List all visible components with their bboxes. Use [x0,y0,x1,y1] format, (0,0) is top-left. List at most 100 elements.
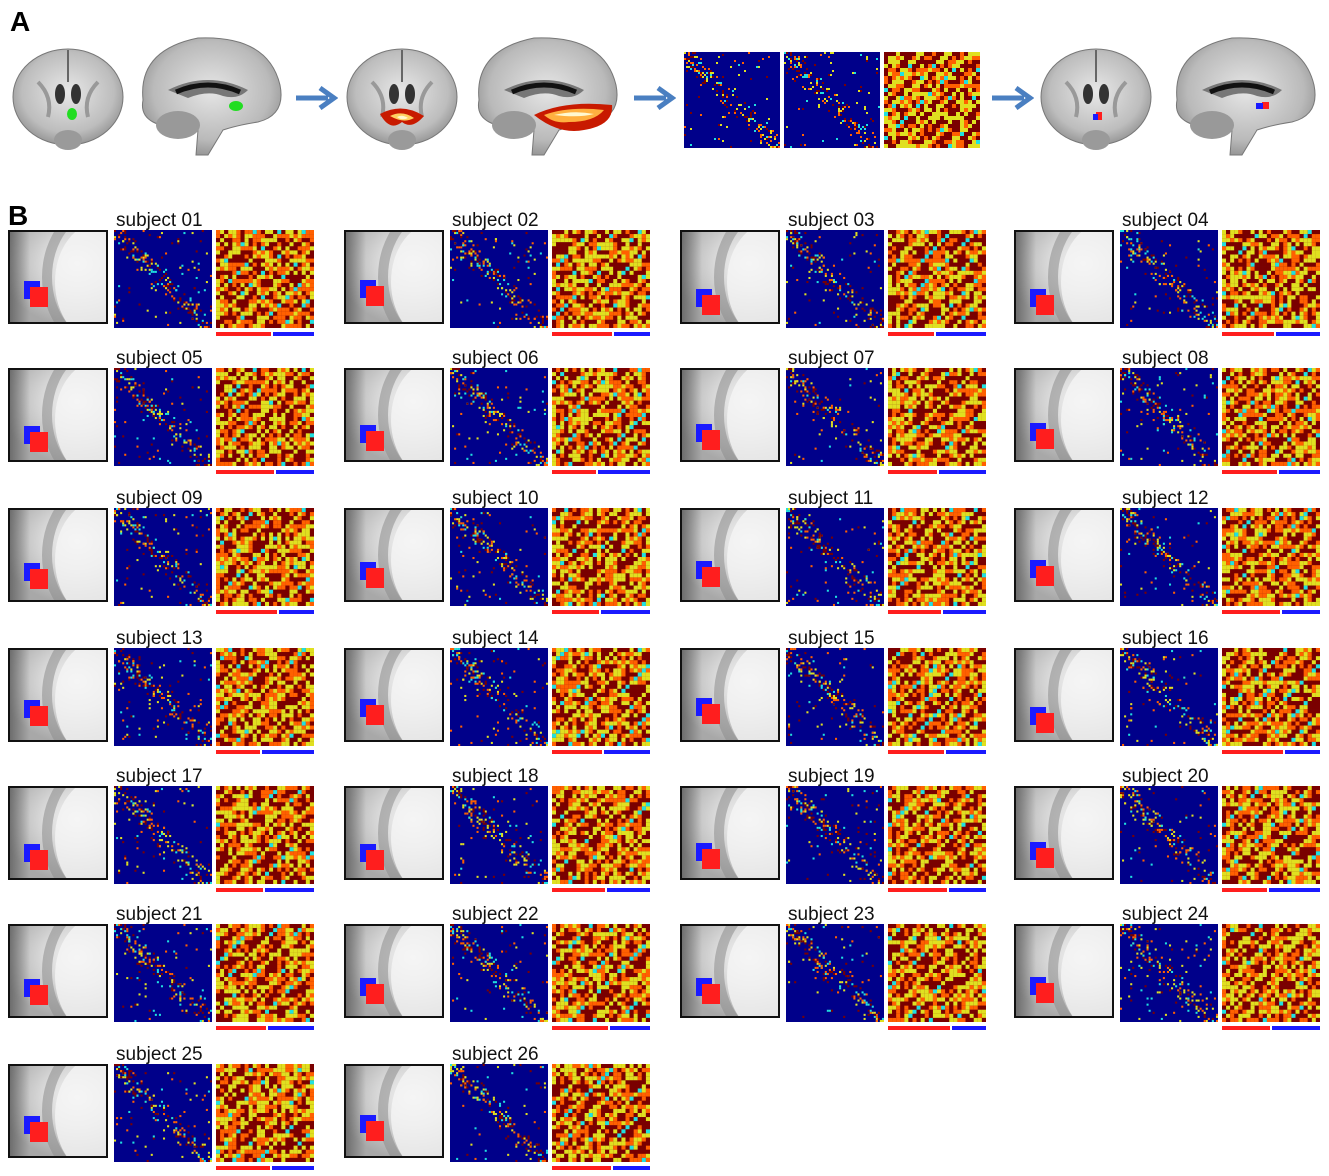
subject-panel: subject 02 [344,212,650,342]
roi-zoom-image [8,786,108,880]
roi-zoom-image [344,1064,444,1158]
similarity-matrix [216,924,314,1022]
cluster-bar-blue [1272,1026,1320,1030]
similarity-matrix [552,1064,650,1162]
pipeline-matrix-3 [884,52,980,148]
subject-title: subject 25 [116,1044,203,1066]
similarity-matrix [888,230,986,328]
similarity-matrix [552,508,650,606]
cluster-bar-blue [1276,332,1320,336]
subject-title: subject 03 [788,210,875,232]
subject-panel: subject 06 [344,350,650,480]
connectivity-matrix [450,1064,548,1162]
cluster-bar-red [552,610,599,614]
cluster-red [366,431,384,451]
cluster-bar-red [216,750,260,754]
connectivity-matrix [450,508,548,606]
subject-title: subject 26 [452,1044,539,1066]
cluster-red [366,850,384,870]
similarity-matrix [216,230,314,328]
connectivity-matrix [1120,230,1218,328]
similarity-matrix [888,786,986,884]
subject-title: subject 18 [452,766,539,788]
similarity-matrix [216,368,314,466]
subject-panel: subject 20 [1014,768,1320,898]
roi-zoom-image [1014,230,1114,324]
subject-title: subject 16 [1122,628,1209,650]
subject-title: subject 09 [116,488,203,510]
subject-panel: subject 22 [344,906,650,1036]
similarity-matrix [216,786,314,884]
similarity-matrix [888,508,986,606]
subject-title: subject 23 [788,904,875,926]
cluster-red [366,286,384,306]
cluster-bar-red [888,750,944,754]
similarity-matrix [552,648,650,746]
subject-title: subject 10 [452,488,539,510]
subject-panel: subject 10 [344,490,650,620]
subject-panel: subject 15 [680,630,986,760]
seed-coronal-brain [8,42,128,157]
cluster-bar-red [1222,888,1267,892]
connectivity-matrix [786,924,884,1022]
cluster-bar-red [552,750,602,754]
roi-zoom-image [680,786,780,880]
cluster-bar-red [1222,610,1280,614]
subject-panel: subject 19 [680,768,986,898]
subject-panel: subject 23 [680,906,986,1036]
roi-zoom-image [344,508,444,602]
roi-zoom-image [8,368,108,462]
cluster-bar-blue [952,1026,986,1030]
cluster-bar-blue [610,1026,650,1030]
connectivity-matrix [114,230,212,328]
cluster-bar-red [888,332,934,336]
similarity-matrix [552,368,650,466]
similarity-matrix [216,1064,314,1162]
cluster-red [366,705,384,725]
connectivity-matrix [114,924,212,1022]
connectivity-matrix [786,648,884,746]
cluster-bar-blue [262,750,314,754]
cluster-red [702,704,720,724]
similarity-matrix [216,508,314,606]
cluster-red [702,567,720,587]
subject-panel: subject 17 [8,768,314,898]
roi-zoom-image [8,1064,108,1158]
cluster-bar-blue [268,1026,314,1030]
subject-title: subject 06 [452,348,539,370]
cluster-bar-blue [273,332,314,336]
cluster-bar-blue [939,470,986,474]
cluster-bar-blue [604,750,650,754]
cluster-bar-red [216,470,274,474]
similarity-matrix [1222,230,1320,328]
connectivity-matrix [450,648,548,746]
subject-panel: subject 11 [680,490,986,620]
subject-panel: subject 26 [344,1046,650,1176]
connectivity-coronal-brain [342,42,462,157]
pipeline-matrix-1 [684,52,780,148]
connectivity-matrix [1120,924,1218,1022]
cluster-red [366,984,384,1004]
cluster-red [702,430,720,450]
seed-sagittal-brain [128,30,288,165]
cluster-bar-red [552,1026,608,1030]
subject-panel: subject 05 [8,350,314,480]
pipeline-arrow-icon [632,86,676,115]
cluster-red [1036,295,1054,315]
cluster-bar-red [552,888,605,892]
pipeline-matrix-2 [784,52,880,148]
subject-title: subject 02 [452,210,539,232]
roi-zoom-image [344,924,444,1018]
similarity-matrix [888,648,986,746]
cluster-red [702,295,720,315]
connectivity-matrix [114,786,212,884]
cluster-red [30,850,48,870]
similarity-matrix [1222,924,1320,1022]
cluster-red [1036,429,1054,449]
cluster-red [1036,713,1054,733]
roi-zoom-image [8,924,108,1018]
similarity-matrix [888,924,986,1022]
cluster-bar-blue [936,332,986,336]
similarity-matrix [1222,786,1320,884]
roi-zoom-image [1014,368,1114,462]
